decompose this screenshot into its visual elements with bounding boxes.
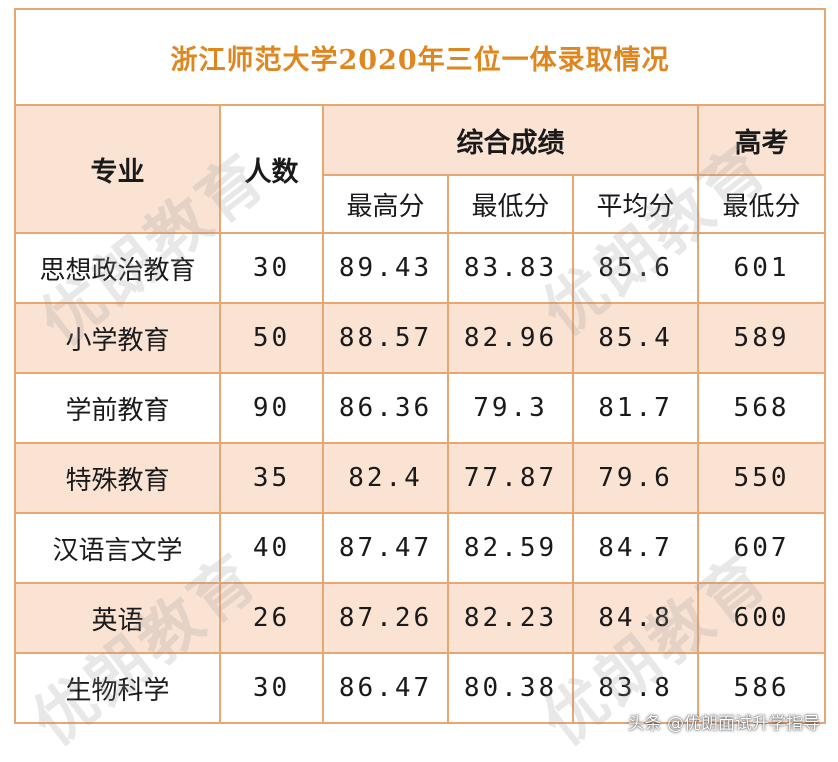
cell-gaokao-min: 568 — [696, 372, 827, 444]
cell-min: 83.83 — [447, 232, 574, 304]
cell-min: 77.87 — [447, 442, 574, 514]
header-max: 最高分 — [322, 174, 449, 234]
cell-avg: 84.8 — [572, 582, 699, 654]
cell-major: 学前教育 — [14, 372, 221, 444]
cell-max: 88.57 — [322, 302, 449, 374]
table-row: 英语 26 87.26 82.23 84.8 600 — [14, 582, 827, 654]
table-row: 思想政治教育 30 89.43 83.83 85.6 601 — [14, 232, 827, 304]
cell-major: 特殊教育 — [14, 442, 221, 514]
cell-count: 40 — [219, 512, 324, 584]
cell-major: 英语 — [14, 582, 221, 654]
cell-max: 87.26 — [322, 582, 449, 654]
cell-max: 82.4 — [322, 442, 449, 514]
cell-gaokao-min: 601 — [696, 232, 827, 304]
admission-table: 浙江师范大学2020年三位一体录取情况 专业 人数 综合成绩 高考 最高分 最低… — [13, 8, 827, 724]
cell-avg: 81.7 — [572, 372, 699, 444]
cell-gaokao-min: 586 — [696, 652, 827, 724]
table-row: 学前教育 90 86.36 79.3 81.7 568 — [14, 372, 827, 444]
admission-table-frame: 浙江师范大学2020年三位一体录取情况 专业 人数 综合成绩 高考 最高分 最低… — [13, 8, 827, 736]
cell-major: 汉语言文学 — [14, 512, 221, 584]
cell-min: 82.59 — [447, 512, 574, 584]
cell-min: 80.38 — [447, 652, 574, 724]
table-row: 特殊教育 35 82.4 77.87 79.6 550 — [14, 442, 827, 514]
header-count: 人数 — [219, 104, 324, 234]
cell-gaokao-min: 589 — [696, 302, 827, 374]
cell-avg: 85.6 — [572, 232, 699, 304]
cell-max: 86.47 — [322, 652, 449, 724]
table-title: 浙江师范大学2020年三位一体录取情况 — [13, 8, 827, 106]
cell-min: 82.23 — [447, 582, 574, 654]
cell-avg: 84.7 — [572, 512, 699, 584]
cell-avg: 83.8 — [572, 652, 699, 724]
cell-count: 90 — [219, 372, 324, 444]
cell-max: 89.43 — [322, 232, 449, 304]
cell-count: 26 — [219, 582, 324, 654]
cell-count: 35 — [219, 442, 324, 514]
header-composite: 综合成绩 — [322, 104, 699, 176]
header-min: 最低分 — [447, 174, 574, 234]
cell-major: 生物科学 — [14, 652, 221, 724]
header-avg: 平均分 — [572, 174, 699, 234]
cell-gaokao-min: 600 — [696, 582, 827, 654]
table-row: 生物科学 30 86.47 80.38 83.8 586 — [14, 652, 827, 724]
cell-min: 79.3 — [447, 372, 574, 444]
cell-min: 82.96 — [447, 302, 574, 374]
cell-max: 86.36 — [322, 372, 449, 444]
cell-avg: 79.6 — [572, 442, 699, 514]
cell-max: 87.47 — [322, 512, 449, 584]
header-gaokao: 高考 — [696, 104, 827, 176]
table-row: 小学教育 50 88.57 82.96 85.4 589 — [14, 302, 827, 374]
header-major: 专业 — [14, 104, 221, 234]
credit-text: 头条 @优朗面试升学指导 — [627, 714, 820, 734]
source-credit: 头条 @优朗面试升学指导 — [628, 709, 820, 734]
cell-gaokao-min: 607 — [696, 512, 827, 584]
cell-count: 30 — [219, 652, 324, 724]
cell-major: 小学教育 — [14, 302, 221, 374]
cell-major: 思想政治教育 — [14, 232, 221, 304]
cell-avg: 85.4 — [572, 302, 699, 374]
cell-count: 50 — [219, 302, 324, 374]
cell-count: 30 — [219, 232, 324, 304]
table-row: 汉语言文学 40 87.47 82.59 84.7 607 — [14, 512, 827, 584]
cell-gaokao-min: 550 — [696, 442, 827, 514]
header-gaokao-min: 最低分 — [696, 174, 827, 234]
